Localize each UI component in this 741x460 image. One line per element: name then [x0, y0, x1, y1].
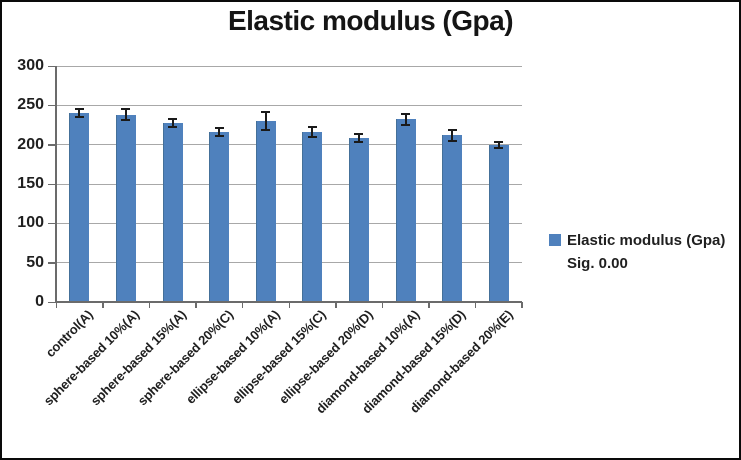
error-bar-cap-top — [447, 128, 457, 131]
y-tick-label: 300 — [17, 57, 44, 74]
error-bar-cap-bottom — [214, 135, 224, 137]
bar — [488, 144, 509, 302]
error-bar-line — [171, 118, 174, 127]
legend-significance-label: Sig. 0.00 — [567, 255, 628, 272]
y-axis-tick — [48, 183, 56, 185]
bar — [442, 135, 463, 302]
bar — [302, 132, 323, 302]
x-axis-tick — [474, 302, 477, 308]
gridline — [56, 222, 522, 224]
x-axis-tick — [148, 302, 151, 308]
error-bar-cap-bottom — [307, 135, 317, 138]
y-tick-label: 50 — [26, 253, 44, 271]
error-bar-cap-bottom — [168, 125, 177, 128]
bar — [115, 114, 136, 302]
legend: Elastic modulus (Gpa) Sig. 0.00 — [549, 229, 725, 275]
x-axis-tick — [288, 302, 290, 308]
bar — [209, 132, 230, 302]
gridline — [56, 104, 522, 106]
gridline — [56, 65, 522, 67]
error-bar-cap-top — [214, 127, 224, 130]
error-bar-line — [497, 141, 500, 148]
x-axis-line — [55, 301, 522, 303]
x-axis-tick — [241, 302, 244, 308]
bar — [395, 119, 416, 302]
bar — [162, 122, 183, 302]
error-bar-cap-top — [494, 140, 504, 143]
y-tick-label: 0 — [35, 293, 44, 310]
error-bar-line — [124, 109, 127, 121]
error-bar-cap-top — [168, 117, 177, 120]
y-axis-tick — [48, 65, 56, 67]
y-tick-label: 150 — [17, 175, 44, 192]
x-axis-tick — [521, 302, 523, 308]
legend-series-label: Elastic modulus (Gpa) — [567, 232, 726, 249]
error-bar-line — [218, 128, 221, 136]
legend-series-swatch-icon — [549, 234, 561, 246]
error-bar-cap-bottom — [354, 140, 364, 143]
error-bar-cap-top — [401, 112, 410, 115]
error-bar-line — [451, 129, 454, 141]
error-bar-cap-top — [121, 108, 131, 111]
error-bar-cap-bottom — [447, 139, 457, 142]
y-axis-tick — [48, 262, 56, 264]
x-axis-tick — [381, 302, 384, 308]
error-bar-cap-top — [354, 132, 364, 135]
y-axis-tick — [48, 104, 56, 107]
error-bar-cap-bottom — [401, 124, 410, 126]
x-axis-tick — [102, 302, 104, 308]
y-tick-label: 200 — [17, 135, 44, 153]
error-bar-cap-top — [307, 126, 317, 129]
y-tick-label: 100 — [17, 214, 44, 232]
error-bar-cap-top — [261, 111, 271, 114]
y-tick-label: 250 — [17, 96, 44, 114]
gridline — [56, 144, 522, 146]
y-axis-line — [55, 66, 57, 303]
x-axis-tick — [55, 302, 57, 308]
y-axis-tick — [48, 301, 56, 303]
gridline — [56, 262, 522, 264]
error-bar-line — [404, 113, 407, 125]
bar — [69, 113, 90, 302]
chart-title: Elastic modulus (Gpa) — [227, 5, 514, 36]
error-bar-cap-bottom — [494, 146, 504, 149]
x-axis-tick — [195, 302, 197, 308]
x-axis-tick — [428, 302, 430, 308]
error-bar-line — [264, 112, 267, 130]
y-axis-tick — [48, 144, 56, 146]
gridline — [56, 183, 522, 185]
error-bar-cap-bottom — [261, 128, 271, 131]
error-bar-line — [311, 127, 314, 137]
bar — [255, 121, 276, 302]
error-bar-line — [78, 109, 81, 118]
y-axis-tick — [48, 222, 56, 225]
x-axis-tick — [335, 302, 337, 308]
bar — [348, 137, 369, 302]
error-bar-cap-bottom — [121, 119, 131, 122]
error-bar-cap-top — [74, 108, 84, 111]
error-bar-cap-bottom — [74, 116, 84, 119]
error-bar-line — [357, 133, 360, 142]
